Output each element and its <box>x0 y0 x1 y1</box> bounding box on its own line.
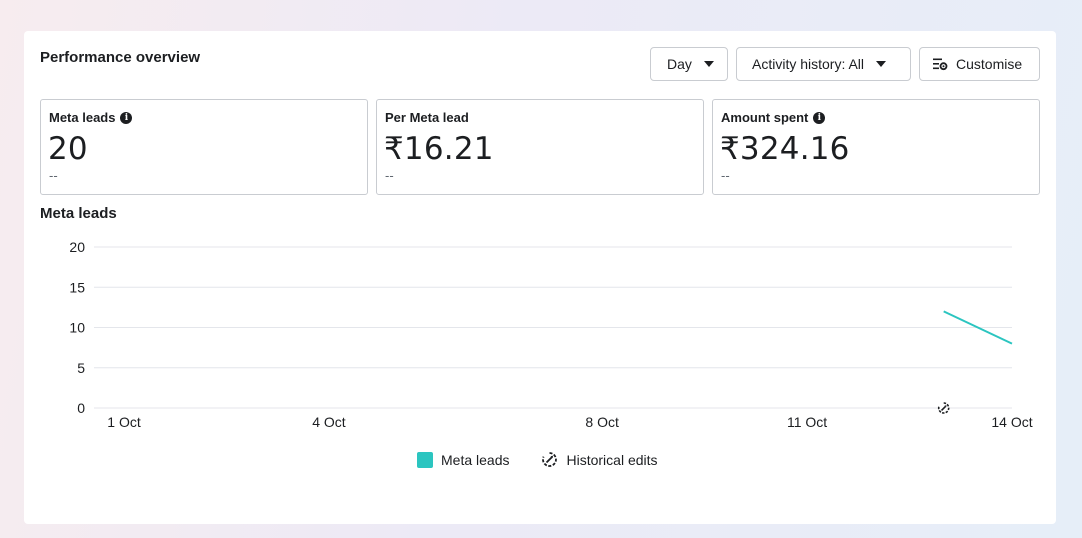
chart-title: Meta leads <box>40 205 117 222</box>
metric-value: 20 <box>48 131 88 167</box>
customise-button[interactable]: Customise <box>919 47 1040 81</box>
activity-history-label: Activity history: All <box>752 56 865 72</box>
legend-swatch <box>417 451 433 468</box>
y-tick-label: 15 <box>69 279 85 295</box>
y-tick-label: 5 <box>77 360 85 376</box>
day-dropdown[interactable]: Day <box>650 47 728 81</box>
x-tick-label: 1 Oct <box>107 414 141 430</box>
historical-edits-icon <box>542 452 558 467</box>
caret-down-icon <box>703 61 714 67</box>
info-icon[interactable]: i <box>120 111 133 124</box>
chart-legend: Meta leads Historical edits <box>417 451 690 468</box>
metric-card-amount-spent[interactable]: Amount spent i ₹324.16 -- <box>712 99 1040 195</box>
historical-edit-marker[interactable] <box>937 402 950 414</box>
metric-comparison: -- <box>49 168 58 183</box>
day-dropdown-label: Day <box>667 56 692 72</box>
legend-item-historical-edits[interactable]: Historical edits <box>541 451 658 468</box>
metric-card-per-meta-lead[interactable]: Per Meta lead ₹16.21 -- <box>376 99 704 195</box>
info-icon[interactable]: i <box>813 111 826 124</box>
metric-label-wrap: Meta leads i <box>49 110 133 125</box>
caret-down-icon <box>876 61 887 67</box>
legend-label-meta-leads: Meta leads <box>441 451 510 468</box>
metric-comparison: -- <box>385 168 394 183</box>
series-line-meta-leads <box>943 310 1013 345</box>
meta-leads-line-chart: 0 5 10 15 20 1 Oct 4 Oct 8 Oct 11 Oct 14 Oct <box>69 239 1032 430</box>
metric-comparison: -- <box>721 168 730 183</box>
metric-label: Meta leads <box>49 110 116 125</box>
legend-label-historical-edits: Historical edits <box>566 451 658 468</box>
x-tick-label: 14 Oct <box>991 414 1032 430</box>
customise-icon <box>933 58 948 71</box>
customise-label: Customise <box>956 56 1023 72</box>
y-tick-label: 20 <box>69 239 85 255</box>
performance-panel: Performance overview Day Activity histor… <box>24 31 1056 524</box>
x-tick-label: 4 Oct <box>312 414 346 430</box>
legend-item-meta-leads[interactable]: Meta leads <box>417 451 510 468</box>
activity-history-dropdown[interactable]: Activity history: All <box>736 47 911 81</box>
metric-label: Per Meta lead <box>385 110 469 125</box>
x-tick-label: 8 Oct <box>585 414 619 430</box>
panel-title: Performance overview <box>40 49 201 66</box>
metric-value: ₹16.21 <box>384 131 494 167</box>
metric-card-meta-leads[interactable]: Meta leads i 20 -- <box>40 99 368 195</box>
metric-label: Amount spent <box>721 110 809 125</box>
y-tick-label: 0 <box>77 400 85 416</box>
y-tick-label: 10 <box>69 320 85 336</box>
metric-label-wrap: Amount spent i <box>721 110 826 125</box>
metric-value: ₹324.16 <box>720 131 850 167</box>
metric-label-wrap: Per Meta lead <box>385 110 469 125</box>
x-tick-label: 11 Oct <box>787 414 827 430</box>
